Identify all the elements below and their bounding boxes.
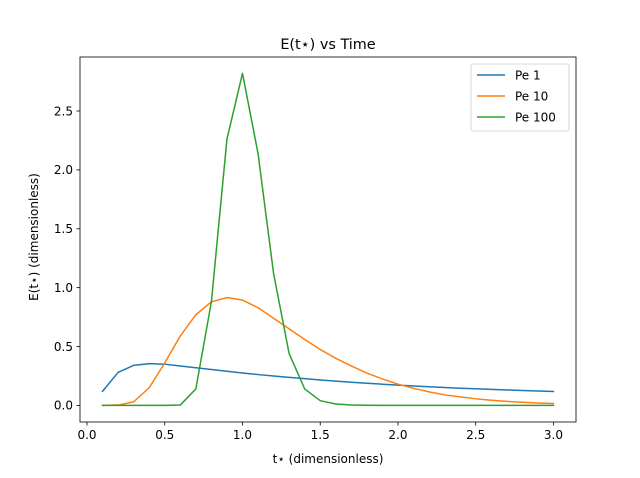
- x-tick-label: 2.0: [388, 428, 407, 442]
- x-tick-label: 0.5: [155, 428, 174, 442]
- y-tick-label: 1.5: [54, 222, 73, 236]
- legend: Pe 1 Pe 10 Pe 100: [470, 63, 570, 132]
- y-tick-label: 0.0: [54, 399, 73, 413]
- legend-label: Pe 10: [515, 89, 548, 103]
- x-tick-label: 3.0: [544, 428, 563, 442]
- legend-box: [470, 63, 570, 132]
- x-axis-label: t⋆ (dimensionless): [273, 452, 384, 466]
- plot-area: [101, 72, 555, 407]
- x-tick-label: 0.0: [77, 428, 96, 442]
- series-line-pe-1: [101, 362, 555, 393]
- y-tick-label: 2.0: [54, 163, 73, 177]
- series-line-pe-10: [101, 296, 555, 407]
- axes-frame: [79, 56, 577, 423]
- y-tick-label: 0.5: [54, 340, 73, 354]
- x-tick-label: 1.0: [233, 428, 252, 442]
- y-tick-label: 1.0: [54, 281, 73, 295]
- ticks-layer: 0.0 0.5 1.0 1.5 2.0 2.5 3.0 0.0 0.5 1.0 1.5 2.0 2.5: [54, 104, 563, 442]
- legend-label: Pe 1: [515, 68, 541, 82]
- y-axis-label: E(t⋆) (dimensionless): [27, 173, 41, 301]
- x-tick-label: 1.5: [311, 428, 330, 442]
- chart-title: E(t⋆) vs Time: [280, 37, 375, 53]
- legend-label: Pe 100: [515, 110, 556, 124]
- x-tick-label: 2.5: [466, 428, 485, 442]
- series-line-pe-100: [101, 72, 555, 407]
- y-tick-label: 2.5: [54, 104, 73, 118]
